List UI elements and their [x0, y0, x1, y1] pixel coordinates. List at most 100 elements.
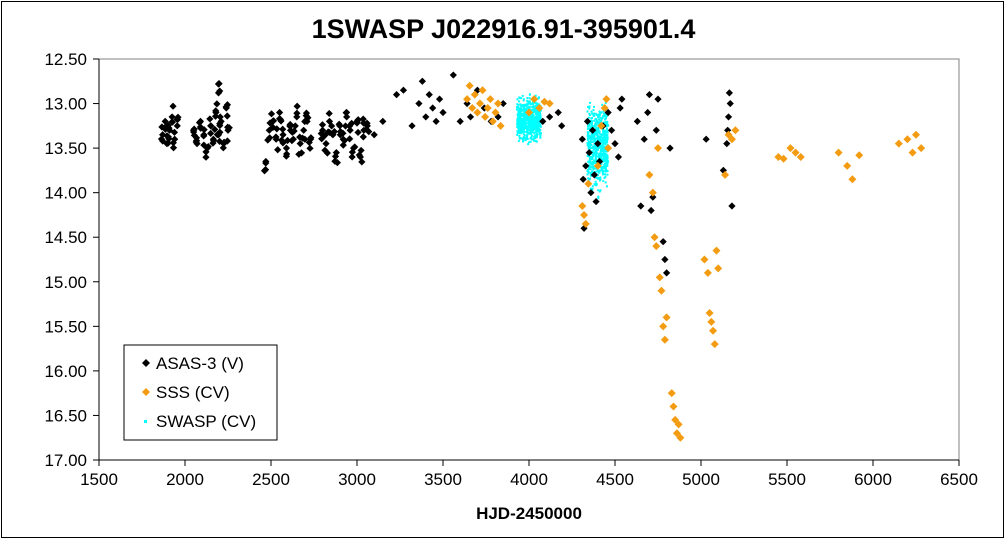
- swasp-point: [593, 119, 596, 122]
- asas-point: [331, 152, 340, 160]
- swasp-point: [532, 120, 535, 123]
- sss-point: [468, 104, 477, 113]
- swasp-point: [590, 110, 593, 113]
- swasp-point: [520, 131, 523, 134]
- swasp-point: [598, 130, 601, 133]
- swasp-point: [606, 150, 609, 153]
- swasp-point: [535, 134, 538, 137]
- swasp-point: [589, 138, 592, 141]
- swasp-point: [516, 103, 519, 106]
- swasp-point: [588, 143, 591, 146]
- swasp-point: [602, 167, 605, 170]
- swasp-point: [520, 114, 523, 117]
- swasp-point: [606, 164, 609, 167]
- asas-point: [594, 140, 602, 148]
- sss-point: [662, 313, 671, 322]
- swasp-point: [518, 134, 521, 137]
- swasp-point: [596, 174, 599, 177]
- asas-point: [439, 108, 447, 117]
- sss-point: [791, 148, 800, 157]
- swasp-point: [521, 122, 524, 125]
- swasp-point: [590, 158, 593, 161]
- swasp-point: [600, 158, 603, 161]
- swasp-point: [593, 114, 596, 117]
- swasp-point: [594, 157, 597, 160]
- swasp-point: [539, 134, 542, 137]
- swasp-point: [518, 127, 521, 130]
- asas-point: [202, 153, 210, 161]
- swasp-point: [529, 122, 532, 125]
- swasp-point: [524, 126, 527, 129]
- swasp-point: [524, 123, 527, 126]
- x-tick-label: 3500: [424, 470, 462, 489]
- swasp-point: [606, 170, 609, 173]
- swasp-point: [534, 122, 537, 125]
- chart-title: 1SWASP J022916.91-395901.4: [311, 14, 696, 44]
- swasp-point: [605, 185, 608, 188]
- swasp-point: [590, 133, 593, 136]
- swasp-point: [524, 103, 527, 106]
- swasp-point: [598, 136, 601, 139]
- asas-point: [432, 117, 440, 125]
- swasp-point: [532, 138, 535, 141]
- swasp-point: [594, 154, 597, 157]
- swasp-point: [531, 138, 534, 141]
- swasp-point: [586, 168, 589, 171]
- swasp-point: [593, 148, 596, 151]
- swasp-point: [520, 137, 523, 140]
- swasp-point: [531, 124, 534, 127]
- swasp-point: [597, 195, 600, 198]
- asas-point: [323, 149, 331, 157]
- swasp-point: [594, 162, 597, 165]
- asas-point: [298, 134, 307, 142]
- y-tick-label: 16.50: [44, 406, 87, 425]
- sss-point: [525, 108, 533, 117]
- sss-point: [705, 308, 714, 317]
- sss-point: [604, 144, 613, 153]
- asas-point: [301, 117, 309, 126]
- swasp-point: [588, 105, 591, 108]
- swasp-point: [526, 125, 529, 128]
- swasp-point: [592, 109, 595, 112]
- swasp-point: [534, 104, 537, 107]
- swasp-point: [520, 97, 523, 100]
- x-tick-label: 5000: [682, 470, 720, 489]
- swasp-point: [527, 119, 530, 122]
- swasp-point: [534, 140, 537, 143]
- swasp-point: [604, 101, 607, 104]
- swasp-point: [588, 124, 591, 127]
- swasp-point: [605, 153, 608, 156]
- x-tick-label: 1500: [80, 470, 118, 489]
- swasp-point: [522, 99, 525, 102]
- asas-point: [392, 91, 401, 99]
- swasp-point: [537, 123, 540, 126]
- x-tick-label: 6000: [854, 470, 892, 489]
- asas-point: [363, 119, 371, 127]
- swasp-point: [590, 146, 593, 149]
- data-points-layer: [157, 71, 926, 442]
- asas-point: [663, 269, 671, 277]
- swasp-point: [536, 102, 539, 105]
- sss-point: [465, 81, 474, 90]
- swasp-point: [525, 109, 528, 112]
- x-axis-label: HJD-2450000: [476, 504, 582, 523]
- swasp-point: [519, 129, 522, 132]
- swasp-point: [591, 162, 594, 165]
- swasp-point: [594, 180, 597, 183]
- asas-point: [346, 135, 354, 143]
- swasp-point: [596, 136, 599, 139]
- swasp-point: [519, 116, 522, 119]
- y-axis-ticks: 12.50 13.00 13.50 14.00 14.50 15.00 15.50 16.00…: [44, 50, 99, 470]
- swasp-point: [603, 113, 606, 116]
- swasp-point: [525, 127, 528, 130]
- legend-label: ASAS-3 (V): [156, 354, 244, 373]
- swasp-point: [534, 119, 537, 122]
- swasp-point: [532, 106, 535, 109]
- asas-point: [169, 102, 177, 110]
- sss-point: [700, 255, 709, 264]
- asas-point: [207, 129, 215, 137]
- asas-point: [649, 193, 657, 201]
- sss-point: [491, 108, 500, 117]
- swasp-point: [517, 122, 520, 125]
